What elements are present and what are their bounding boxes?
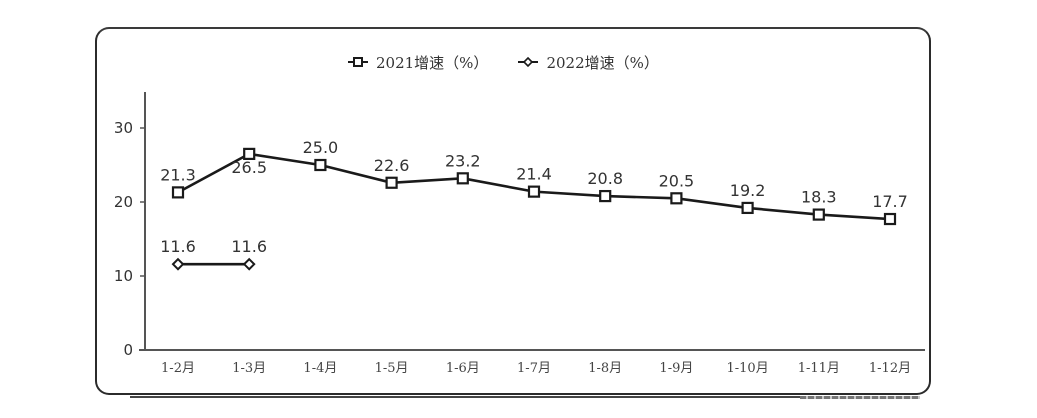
square-marker-icon [812,208,825,221]
frame-bottom-edge [130,396,800,398]
data-label-2022: 11.6 [231,237,267,256]
data-label-2021: 19.2 [730,181,766,200]
square-marker-icon [527,185,541,198]
square-marker-icon [670,192,683,205]
y-tick-label: 10 [114,267,133,285]
data-label-2021: 20.5 [659,171,695,190]
square-marker-icon [883,212,897,226]
data-label-2021: 25.0 [303,138,339,157]
x-tick-label: 1-2月 [161,361,195,376]
data-label-2021: 22.6 [374,156,410,175]
x-tick-label: 1-9月 [659,361,693,376]
chart-axes [139,92,925,351]
square-marker-icon [243,147,256,160]
diamond-marker-icon [171,257,185,271]
chart-legend: 2021增速（%） 2022增速（%） [346,51,659,73]
y-axis-ticks: 0 10 20 30 [114,119,145,359]
legend-label-2022: 2022增速（%） [546,53,659,72]
y-tick-label: 30 [114,119,133,137]
square-marker-icon [314,158,327,172]
square-marker-icon [599,189,612,203]
square-marker-icon [385,176,398,189]
diamond-marker-icon [518,56,539,68]
legend-item-2022: 2022增速（%） [516,52,659,73]
data-label-2021: 21.4 [516,165,552,184]
watermark [800,396,920,399]
series-2021: 21.3 26.5 25.0 22.6 23.2 21.4 20.8 20.5 19.2 18.3… [160,138,908,226]
x-tick-label: 1-4月 [303,361,337,376]
series-2022: 11.6 11.6 [160,237,267,271]
chart-frame [95,27,931,395]
data-label-2022: 11.6 [160,237,196,256]
legend-item-2021: 2021增速（%） [346,52,488,73]
x-tick-label: 1-10月 [726,361,768,376]
x-tick-label: 1-6月 [446,361,480,376]
square-marker-icon [171,186,185,199]
square-marker-icon [456,172,469,185]
diamond-marker-icon [242,257,256,271]
data-label-2021: 18.3 [801,188,837,207]
y-tick-label: 20 [114,193,133,211]
x-tick-label: 1-5月 [375,361,409,376]
y-tick-label: 0 [123,341,133,359]
x-tick-label: 1-3月 [232,361,266,376]
x-tick-label: 1-11月 [798,361,840,376]
data-label-2021: 23.2 [445,151,481,170]
legend-label-2021: 2021增速（%） [376,53,489,72]
data-label-2021: 21.3 [160,165,196,184]
square-marker-icon [348,57,368,67]
x-axis-ticks: 1-2月 1-3月 1-4月 1-5月 1-6月 1-7月 1-8月 1-9月 1-10月 1-1… [161,361,911,376]
data-label-2021: 17.7 [872,192,908,211]
square-marker-icon [741,201,754,215]
x-tick-label: 1-8月 [588,361,622,376]
data-label-2021: 20.8 [587,169,623,188]
x-tick-label: 1-12月 [869,361,911,376]
x-tick-label: 1-7月 [517,361,551,376]
data-label-2021: 26.5 [231,158,267,177]
